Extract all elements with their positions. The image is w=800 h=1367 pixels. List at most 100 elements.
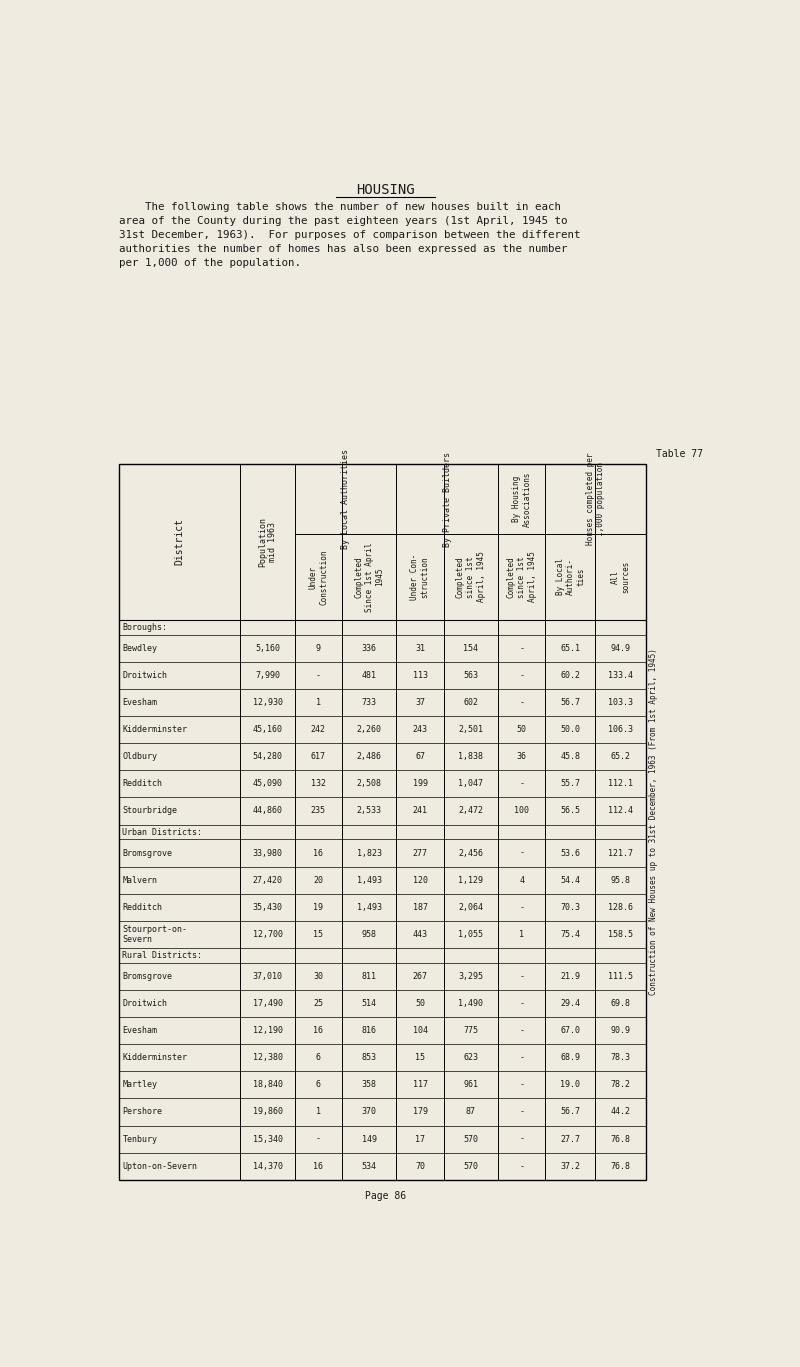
Text: 50: 50 [517, 725, 526, 734]
Text: Kidderminster: Kidderminster [122, 725, 187, 734]
Text: 15: 15 [415, 1053, 425, 1062]
Text: 54.4: 54.4 [561, 876, 581, 884]
Text: 1: 1 [519, 930, 524, 939]
Text: -: - [519, 1080, 524, 1089]
Text: 481: 481 [362, 671, 377, 679]
Text: 733: 733 [362, 699, 377, 707]
Text: 69.8: 69.8 [610, 999, 630, 1007]
Text: 277: 277 [413, 849, 427, 857]
Text: 68.9: 68.9 [561, 1053, 581, 1062]
Text: Table 77: Table 77 [656, 448, 703, 459]
Text: 70: 70 [415, 1162, 425, 1170]
Text: 35,430: 35,430 [253, 902, 282, 912]
Text: 37,010: 37,010 [253, 972, 282, 982]
Text: Evesham: Evesham [122, 699, 158, 707]
Text: -: - [519, 849, 524, 857]
Text: 120: 120 [413, 876, 427, 884]
Text: 3,295: 3,295 [458, 972, 483, 982]
Text: 17,490: 17,490 [253, 999, 282, 1007]
Text: Completed
Since 1st April
1945: Completed Since 1st April 1945 [354, 543, 384, 611]
Text: 4: 4 [519, 876, 524, 884]
Text: 149: 149 [362, 1135, 377, 1144]
Text: Construction of New Houses up to 31st December, 1963 (From 1st April, 1945): Construction of New Houses up to 31st De… [649, 648, 658, 995]
Text: 5,160: 5,160 [255, 644, 280, 653]
Text: 241: 241 [413, 807, 427, 816]
Text: 2,486: 2,486 [357, 752, 382, 761]
Text: 54,280: 54,280 [253, 752, 282, 761]
Text: 514: 514 [362, 999, 377, 1007]
Text: 336: 336 [362, 644, 377, 653]
Text: 563: 563 [463, 671, 478, 679]
Text: 106.3: 106.3 [608, 725, 633, 734]
Text: HOUSING: HOUSING [356, 183, 414, 197]
Text: Under Con-
struction: Under Con- struction [410, 554, 430, 600]
Text: 961: 961 [463, 1080, 478, 1089]
Text: 30: 30 [314, 972, 323, 982]
Text: Evesham: Evesham [122, 1027, 158, 1035]
Text: Kidderminster: Kidderminster [122, 1053, 187, 1062]
Text: 19: 19 [314, 902, 323, 912]
Text: 2,456: 2,456 [458, 849, 483, 857]
Text: 45.8: 45.8 [561, 752, 581, 761]
Text: 16: 16 [314, 1027, 323, 1035]
Text: 243: 243 [413, 725, 427, 734]
Text: 1: 1 [316, 699, 321, 707]
Text: 29.4: 29.4 [561, 999, 581, 1007]
Text: 570: 570 [463, 1162, 478, 1170]
Text: Stourport-on-
Severn: Stourport-on- Severn [122, 924, 187, 945]
Text: 12,700: 12,700 [253, 930, 282, 939]
Text: 1,490: 1,490 [458, 999, 483, 1007]
Text: 103.3: 103.3 [608, 699, 633, 707]
Text: -: - [519, 1135, 524, 1144]
Text: 53.6: 53.6 [561, 849, 581, 857]
Text: -: - [519, 644, 524, 653]
Text: Houses completed per
1,000 population: Houses completed per 1,000 population [586, 452, 605, 545]
Text: Bromsgrove: Bromsgrove [122, 972, 172, 982]
Text: 56.5: 56.5 [561, 807, 581, 816]
Text: 242: 242 [311, 725, 326, 734]
Text: -: - [316, 1135, 321, 1144]
Text: 853: 853 [362, 1053, 377, 1062]
Text: -: - [519, 1027, 524, 1035]
Text: 6: 6 [316, 1053, 321, 1062]
Text: 235: 235 [311, 807, 326, 816]
Text: 87: 87 [466, 1107, 476, 1117]
Text: -: - [519, 671, 524, 679]
Text: 1,047: 1,047 [458, 779, 483, 789]
Text: Martley: Martley [122, 1080, 158, 1089]
Text: 1,493: 1,493 [357, 876, 382, 884]
Text: Under
Construction: Under Construction [309, 550, 328, 604]
Text: 90.9: 90.9 [610, 1027, 630, 1035]
Text: 117: 117 [413, 1080, 427, 1089]
Text: 21.9: 21.9 [561, 972, 581, 982]
Text: 14,370: 14,370 [253, 1162, 282, 1170]
Text: Droitwich: Droitwich [122, 999, 167, 1007]
Text: 1,838: 1,838 [458, 752, 483, 761]
Text: 45,090: 45,090 [253, 779, 282, 789]
Text: 50: 50 [415, 999, 425, 1007]
Text: Oldbury: Oldbury [122, 752, 158, 761]
Text: -: - [519, 972, 524, 982]
Text: Upton-on-Severn: Upton-on-Severn [122, 1162, 198, 1170]
Text: -: - [519, 779, 524, 789]
Text: 1,055: 1,055 [458, 930, 483, 939]
Text: 2,064: 2,064 [458, 902, 483, 912]
Text: 9: 9 [316, 644, 321, 653]
Text: Tenbury: Tenbury [122, 1135, 158, 1144]
Text: 121.7: 121.7 [608, 849, 633, 857]
Text: -: - [519, 1107, 524, 1117]
Text: 65.2: 65.2 [610, 752, 630, 761]
Text: 187: 187 [413, 902, 427, 912]
Text: Boroughs:: Boroughs: [122, 623, 167, 632]
Text: 33,980: 33,980 [253, 849, 282, 857]
Text: 534: 534 [362, 1162, 377, 1170]
Text: Bromsgrove: Bromsgrove [122, 849, 172, 857]
Text: 158.5: 158.5 [608, 930, 633, 939]
Text: 19.0: 19.0 [561, 1080, 581, 1089]
Text: 958: 958 [362, 930, 377, 939]
Text: 15: 15 [314, 930, 323, 939]
Text: By Housing
Associations: By Housing Associations [512, 472, 531, 526]
Text: 15,340: 15,340 [253, 1135, 282, 1144]
Text: Stourbridge: Stourbridge [122, 807, 178, 816]
Text: 12,190: 12,190 [253, 1027, 282, 1035]
